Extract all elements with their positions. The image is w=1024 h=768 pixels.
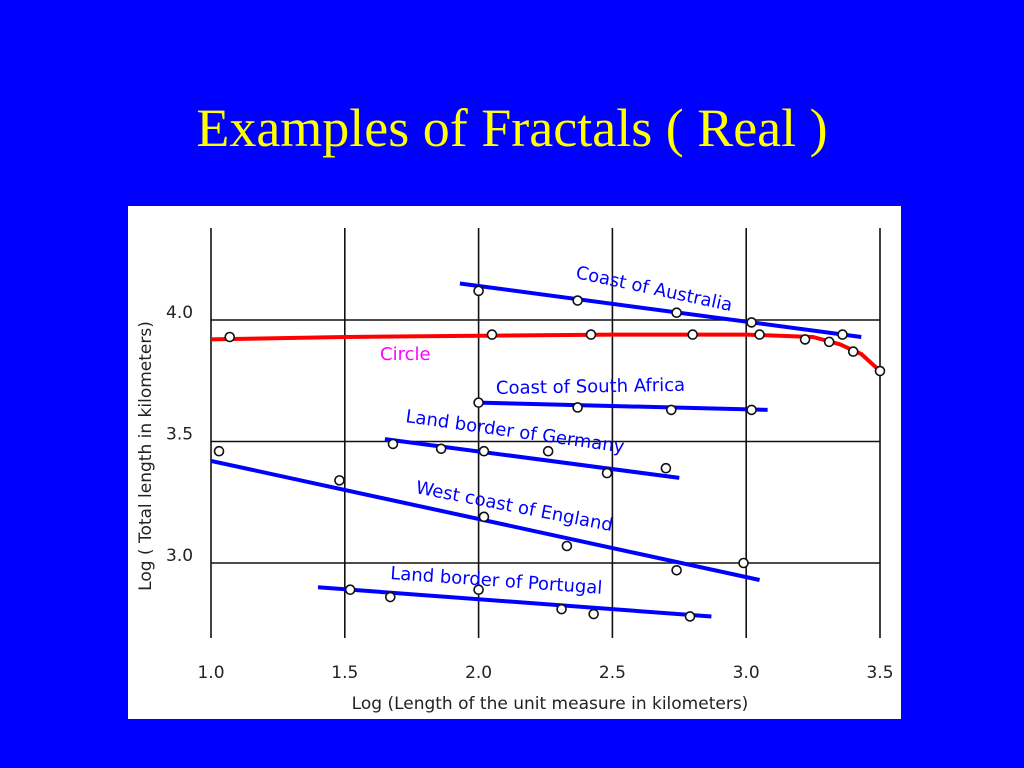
data-point-west-coast-of-england bbox=[738, 557, 749, 569]
fit-line-land-border-of-portugal bbox=[317, 585, 712, 619]
data-point-land-border-of-portugal bbox=[473, 584, 484, 596]
data-point-coast-of-australia bbox=[572, 295, 583, 306]
y-axis-title: Log ( Total length in kilometers) bbox=[136, 321, 156, 591]
fit-line-coast-of-south-africa bbox=[478, 400, 768, 412]
data-point-circle bbox=[687, 329, 698, 340]
data-point-coast-of-australia bbox=[837, 329, 848, 340]
x-tick-label: 3.0 bbox=[733, 663, 760, 683]
data-point-west-coast-of-england bbox=[334, 475, 345, 486]
data-point-coast-of-australia bbox=[746, 317, 757, 328]
x-axis-title: Log (Length of the unit measure in kilom… bbox=[352, 694, 749, 714]
data-point-west-coast-of-england bbox=[213, 445, 225, 457]
data-point-land-border-of-portugal bbox=[684, 611, 696, 622]
data-point-circle bbox=[754, 329, 765, 340]
data-point-land-border-of-germany bbox=[478, 445, 490, 457]
data-point-coast-of-south-africa bbox=[746, 404, 757, 416]
data-point-land-border-of-germany bbox=[435, 443, 447, 455]
data-point-circle bbox=[486, 329, 498, 340]
data-point-land-border-of-portugal bbox=[384, 591, 396, 603]
data-point-coast-of-south-africa bbox=[572, 402, 583, 413]
series-label-coast-of-south-africa: Coast of South Africa bbox=[496, 375, 686, 399]
series-label-circle: Circle bbox=[380, 344, 431, 365]
x-tick-label: 2.0 bbox=[465, 663, 492, 683]
data-point-circle bbox=[799, 334, 811, 345]
data-point-west-coast-of-england bbox=[478, 511, 490, 523]
data-point-west-coast-of-england bbox=[561, 540, 573, 552]
x-tick-label: 1.5 bbox=[331, 663, 358, 683]
data-point-circle bbox=[585, 329, 597, 340]
y-tick-label: 3.5 bbox=[166, 425, 193, 445]
y-tick-label: 3.0 bbox=[166, 546, 193, 566]
data-point-land-border-of-portugal bbox=[588, 608, 599, 620]
data-point-west-coast-of-england bbox=[671, 564, 682, 576]
data-point-land-border-of-germany bbox=[387, 438, 399, 450]
fit-line-land-border-of-germany bbox=[384, 437, 680, 480]
data-point-coast-of-australia bbox=[473, 285, 484, 297]
fractal-dimension-chart: 1.0 1.5 2.0 2.5 3.0 3.5 3.03.54.0 Coast of Au… bbox=[136, 228, 894, 714]
chart-panel: 1.0 1.5 2.0 2.5 3.0 3.5 3.0 3.5 4.0 Coast of Au… bbox=[128, 206, 901, 719]
x-tick-label: 1.0 bbox=[197, 663, 224, 683]
y-tick-labels: 3.0 3.5 4.0 bbox=[166, 303, 193, 566]
data-points bbox=[213, 285, 886, 622]
x-tick-label: 2.5 bbox=[599, 663, 626, 683]
data-point-coast-of-australia bbox=[671, 307, 682, 319]
y-tick-label: 4.0 bbox=[166, 303, 193, 323]
data-point-circle bbox=[823, 336, 835, 348]
data-point-circle bbox=[224, 331, 236, 343]
data-point-land-border-of-germany bbox=[601, 467, 613, 479]
fit-line-circle bbox=[210, 332, 882, 373]
x-tick-label: 3.5 bbox=[866, 663, 893, 683]
grid bbox=[210, 228, 881, 638]
data-point-circle bbox=[874, 365, 886, 377]
data-point-coast-of-south-africa bbox=[665, 404, 677, 416]
fit-line-coast-of-australia bbox=[459, 281, 862, 339]
slide-title: Examples of Fractals ( Real ) bbox=[196, 98, 828, 158]
data-point-coast-of-south-africa bbox=[473, 397, 484, 408]
data-point-circle bbox=[847, 346, 859, 357]
data-point-land-border-of-portugal bbox=[344, 584, 356, 596]
data-point-land-border-of-portugal bbox=[556, 603, 567, 615]
x-tick-labels: 1.0 1.5 2.0 2.5 3.0 3.5 bbox=[197, 663, 893, 683]
data-point-land-border-of-germany bbox=[660, 462, 672, 474]
data-point-land-border-of-germany bbox=[542, 445, 554, 457]
